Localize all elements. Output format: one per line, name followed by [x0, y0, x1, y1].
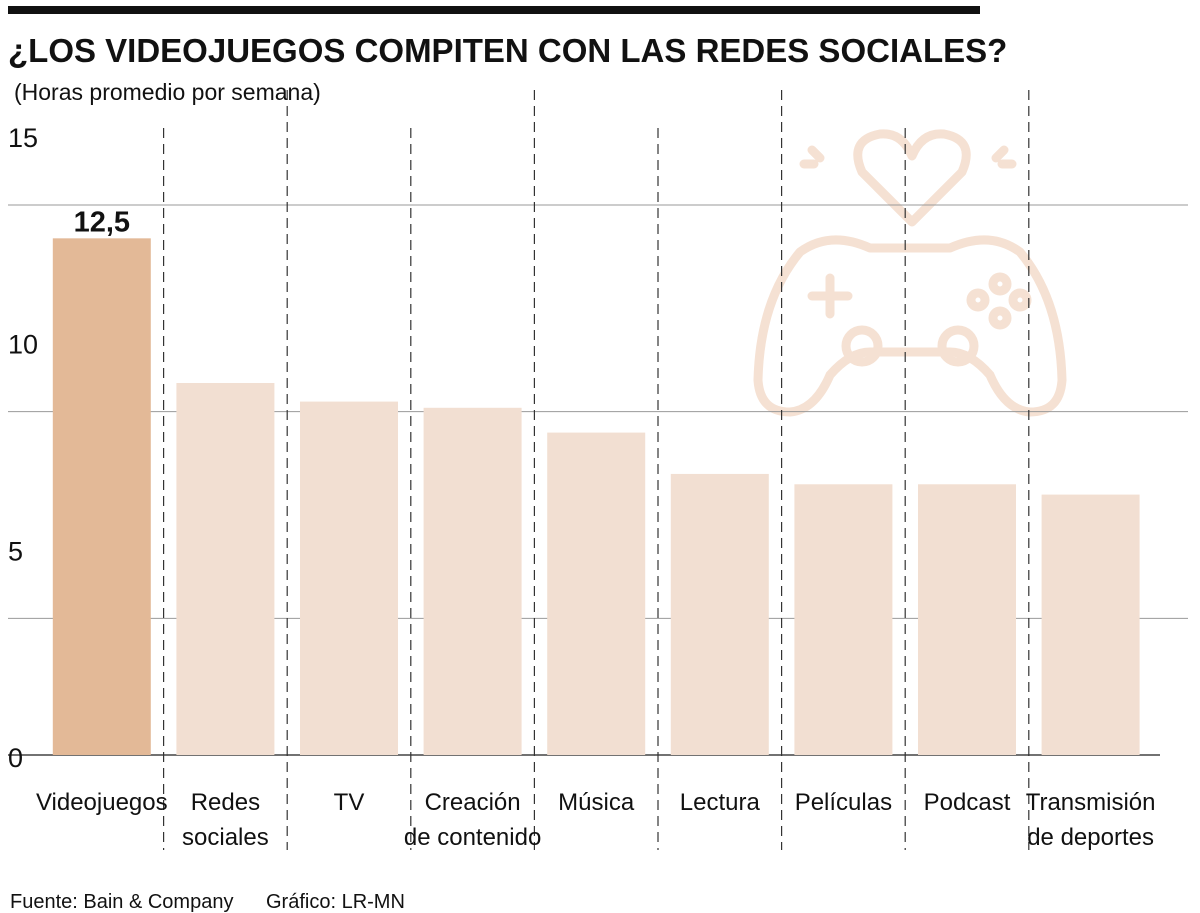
bar: [547, 432, 646, 755]
bar: [423, 407, 522, 755]
bar: [918, 484, 1016, 755]
x-tick-label: Transmisión de deportes: [1026, 789, 1156, 851]
x-tick-label: Lectura: [680, 789, 761, 816]
bar: [52, 238, 151, 756]
source-text: Fuente: Bain & Company: [10, 891, 233, 913]
y-tick-label: 15: [8, 123, 38, 153]
top-rule: [8, 6, 980, 14]
data-labels: 12,5: [74, 206, 130, 238]
credit-text: Gráfico: LR-MN: [266, 891, 405, 913]
data-label: 12,5: [74, 206, 130, 238]
bar: [670, 473, 769, 755]
bar: [794, 484, 893, 755]
x-tick-label: Creación de contenido: [404, 789, 541, 851]
y-tick-label: 10: [8, 330, 38, 360]
chart-subtitle: (Horas promedio por semana): [14, 79, 321, 105]
category-separators: [163, 90, 1030, 850]
x-tick-label: Videojuegos: [36, 789, 168, 816]
x-axis-categories: Videojuegos Redes sociales TV Creación de con…: [36, 789, 1156, 851]
chart-title: ¿LOS VIDEOJUEGOS COMPITEN CON LAS REDES …: [8, 32, 1007, 69]
x-tick-label: Podcast: [924, 789, 1011, 816]
gamepad-heart-icon: [753, 129, 1067, 417]
y-tick-label: 0: [8, 743, 23, 773]
bar: [176, 383, 275, 755]
bars: [52, 238, 1140, 756]
x-tick-label: Películas: [795, 789, 892, 816]
y-tick-label: 5: [8, 536, 23, 566]
x-tick-label: Redes sociales: [182, 789, 269, 851]
x-tick-label: Música: [558, 789, 635, 816]
x-tick-label: TV: [334, 789, 365, 816]
y-axis-ticks: 0 5 10 15: [8, 123, 38, 773]
bar: [300, 401, 398, 755]
bar: [1041, 494, 1140, 755]
